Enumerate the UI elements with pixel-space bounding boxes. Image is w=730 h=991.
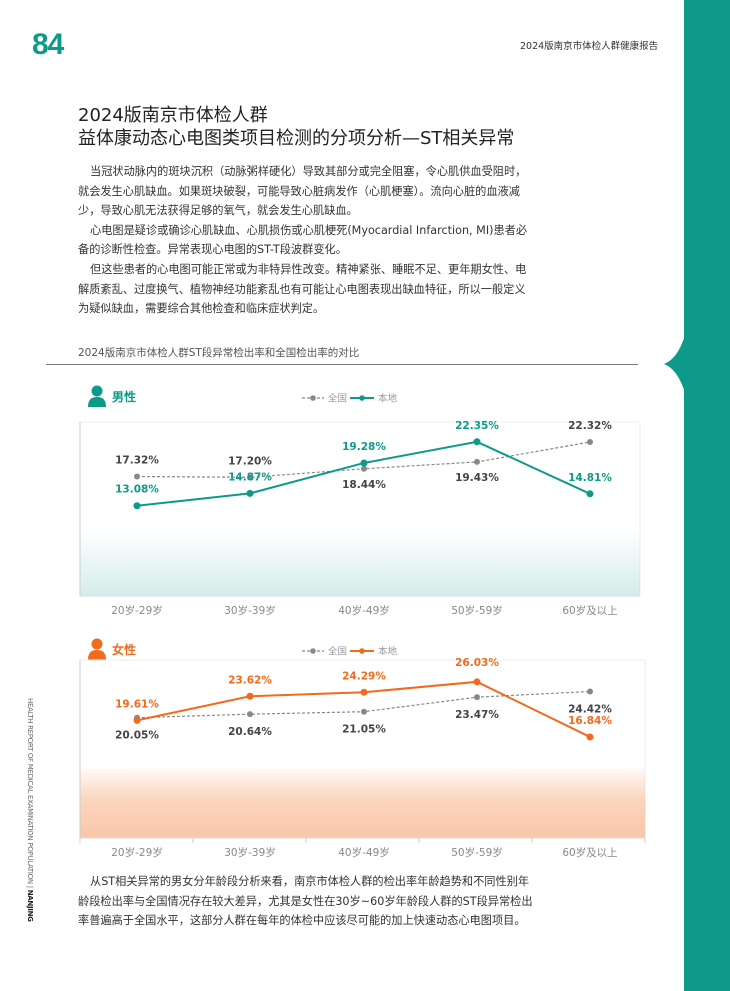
title-line-2: 益体康动态心电图类项目检测的分项分析—ST相关异常 <box>78 128 515 149</box>
title-line-1: 2024版南京市体检人群 <box>78 105 268 126</box>
body-text: 当冠状动脉内的斑块沉积（动脉粥样硬化）导致其部分或完全阻塞，令心肌供血受阻时，就… <box>78 162 530 319</box>
divider <box>46 364 638 365</box>
x-tick-label: 20岁-29岁 <box>111 604 163 617</box>
data-point-national <box>474 458 480 465</box>
data-point-local <box>133 502 141 510</box>
paragraph: 但这些患者的心电图可能正常或为非特异性改变。精神紧张、睡眠不足、更年期女性、电解… <box>78 262 527 316</box>
icon-body <box>88 397 106 407</box>
paragraph: 从ST相关异常的男女分年龄段分析来看，南京市体检人群的检出率年龄趋势和不同性别年… <box>78 875 533 928</box>
data-label-national: 19.43% <box>455 472 499 484</box>
data-label-local: 14.87% <box>228 471 272 483</box>
data-point-national <box>587 688 593 695</box>
data-point-local <box>246 489 254 497</box>
icon-body <box>88 650 106 660</box>
legend-national-marker <box>310 648 316 654</box>
data-label-national: 21.05% <box>342 724 386 736</box>
data-point-local <box>473 678 481 686</box>
data-label-local: 13.08% <box>115 484 159 496</box>
x-tick-label: 20岁-29岁 <box>111 846 163 859</box>
data-label-local: 26.03% <box>455 657 499 669</box>
data-point-local <box>360 688 368 696</box>
side-text: HEALTH REPORT OF MEDICAL EXAMINATION POP… <box>26 698 34 884</box>
data-label-local: 23.62% <box>228 674 272 686</box>
data-point-local <box>586 490 594 498</box>
data-point-national <box>247 474 253 481</box>
side-caption: HEALTH REPORT OF MEDICAL EXAMINATION POP… <box>26 698 34 922</box>
data-point-national <box>474 694 480 701</box>
icon-head <box>91 638 103 650</box>
x-tick-label: 30岁-39岁 <box>224 604 276 617</box>
female-chart: 女性 全国 本地 20岁-29岁 30岁-39岁 40岁-49岁 50岁-59岁 60岁及以上… <box>79 638 646 859</box>
side-band <box>684 0 730 991</box>
female-user-icon <box>88 638 106 660</box>
data-label-local: 14.81% <box>568 472 612 484</box>
x-tick-label: 40岁-49岁 <box>338 846 390 859</box>
legend-local-marker <box>359 395 365 401</box>
x-tick-label: 60岁及以上 <box>562 604 617 617</box>
page-number: 84 <box>32 28 64 61</box>
data-point-local <box>473 438 481 446</box>
x-tick-label: 30岁-39岁 <box>224 846 276 859</box>
male-chart: 男性 全国 本地 20岁-29岁 30岁-39岁 40岁-49岁 50岁-59岁 60岁及以上… <box>79 385 641 617</box>
paragraph: 心电图是疑诊或确诊心肌缺血、心肌损伤或心肌梗死(Myocardial Infar… <box>78 223 528 257</box>
legend-national-marker <box>310 395 316 401</box>
data-label-local: 19.61% <box>115 698 159 710</box>
x-tick-label: 50岁-59岁 <box>451 846 503 859</box>
x-tick-label: 60岁及以上 <box>562 846 617 859</box>
conclusion-text: 从ST相关异常的男女分年龄段分析来看，南京市体检人群的检出率年龄趋势和不同性别年… <box>78 872 538 931</box>
plot-gradient <box>80 530 640 596</box>
data-label-local: 19.28% <box>342 441 386 453</box>
data-label-local: 16.84% <box>568 715 612 727</box>
chart-title: 男性 <box>112 389 136 404</box>
chart-section-title: 2024版南京市体检人群ST段异常检出率和全国检出率的对比 <box>78 347 360 359</box>
paragraph: 当冠状动脉内的斑块沉积（动脉粥样硬化）导致其部分或完全阻塞，令心肌供血受阻时，就… <box>78 165 527 218</box>
legend-local-marker <box>359 648 365 654</box>
legend-national-label: 全国 <box>328 393 347 405</box>
data-label-national: 23.47% <box>455 709 499 721</box>
data-point-national <box>361 708 367 715</box>
x-tick-label: 40岁-49岁 <box>338 604 390 617</box>
page-title: 2024版南京市体检人群 益体康动态心电图类项目检测的分项分析—ST相关异常 <box>78 104 514 150</box>
data-label-national: 24.42% <box>568 703 612 715</box>
data-label-national: 17.20% <box>228 455 272 467</box>
band-notch <box>664 338 690 390</box>
side-city: NANJING <box>26 889 34 922</box>
data-point-local <box>360 459 368 467</box>
data-point-local <box>586 733 594 741</box>
plot-gradient <box>80 768 645 838</box>
icon-head <box>91 385 103 397</box>
data-point-national <box>134 473 140 480</box>
legend-local-label: 本地 <box>378 393 398 405</box>
data-point-national <box>361 465 367 472</box>
data-label-local: 22.35% <box>455 420 499 432</box>
legend-national-label: 全国 <box>328 646 347 658</box>
x-tick-label: 50岁-59岁 <box>451 604 503 617</box>
data-label-national: 20.05% <box>115 730 159 742</box>
data-point-national <box>587 438 593 445</box>
legend-local-label: 本地 <box>378 646 398 658</box>
data-point-national <box>247 711 253 718</box>
report-header: 2024版南京市体检人群健康报告 <box>520 41 659 52</box>
male-user-icon <box>88 385 106 407</box>
data-label-national: 22.32% <box>568 420 612 432</box>
data-point-local <box>246 692 254 700</box>
data-label-national: 17.32% <box>115 454 159 466</box>
data-label-national: 20.64% <box>228 726 272 738</box>
data-label-national: 18.44% <box>342 479 386 491</box>
data-label-local: 24.29% <box>342 670 386 682</box>
data-point-local <box>133 716 141 724</box>
chart-title: 女性 <box>112 642 136 657</box>
